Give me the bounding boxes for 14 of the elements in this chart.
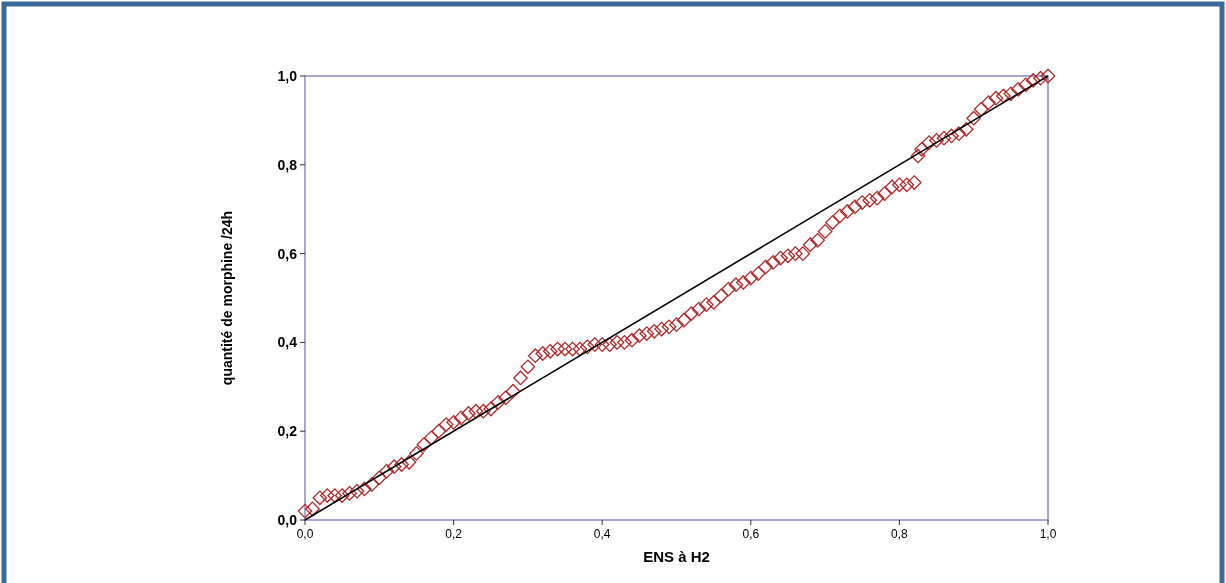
y-tick-label: 0,0: [277, 512, 298, 528]
y-tick-label: 1,0: [277, 68, 298, 84]
y-tick-label: 0,8: [277, 156, 298, 173]
y-tick-label: 0,4: [277, 334, 298, 351]
x-axis-title: ENS à H2: [643, 548, 710, 565]
y-axis-title: quantité de morphine /24h: [219, 210, 235, 386]
x-tick-label: 0,6: [742, 527, 760, 541]
x-tick-label: 1,0: [1039, 527, 1057, 541]
x-tick-label: 0,8: [891, 527, 909, 541]
y-tick-label: 0,2: [277, 423, 298, 440]
y-tick-label: 0,6: [277, 245, 298, 262]
x-tick-label: 0,4: [593, 527, 611, 541]
x-tick-label: 0,2: [445, 527, 463, 541]
x-tick-label: 0,0: [296, 527, 314, 541]
